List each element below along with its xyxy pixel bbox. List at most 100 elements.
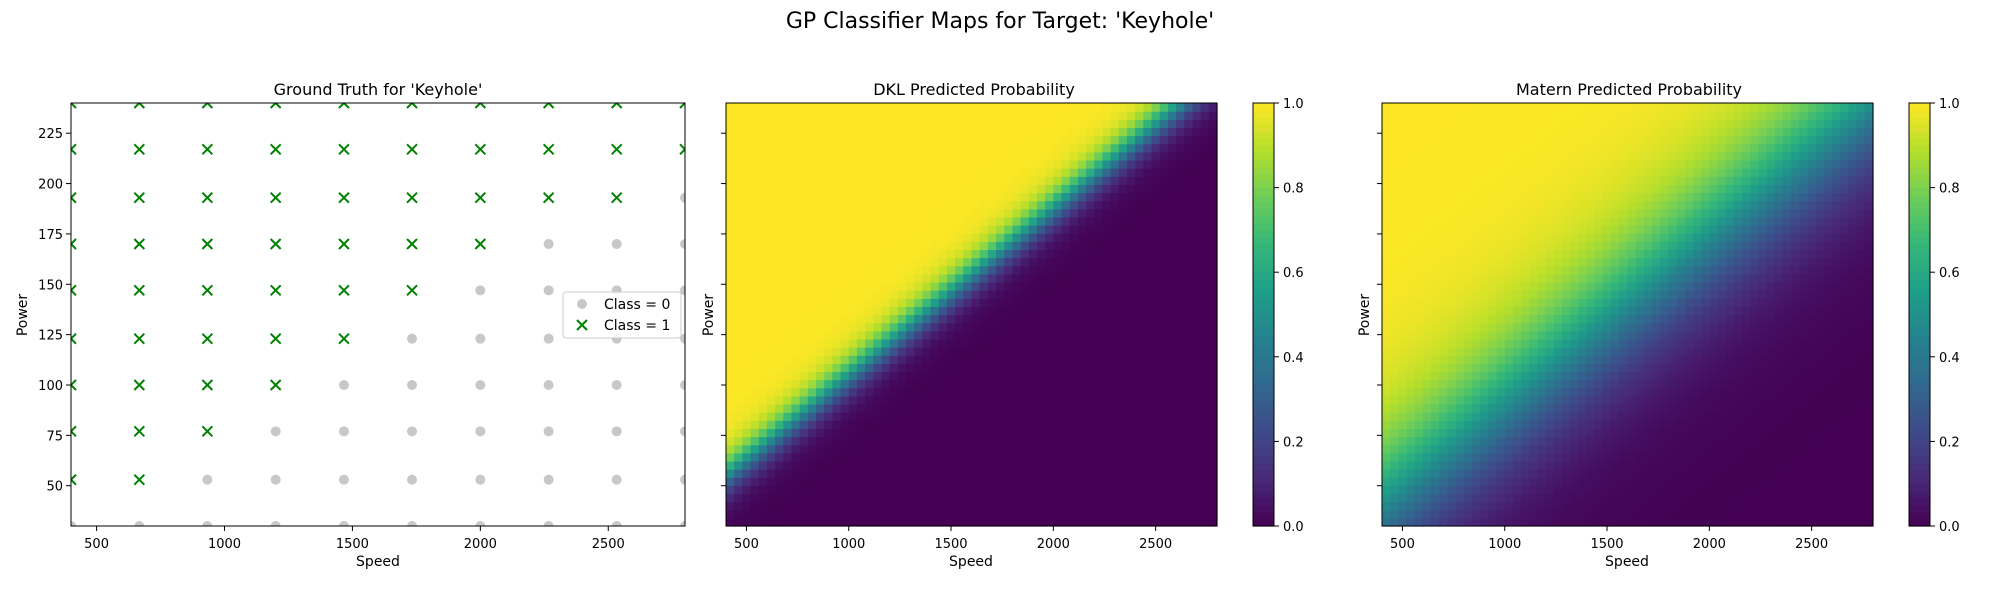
heatmap-cell [1159, 257, 1169, 267]
heatmap-cell [816, 395, 825, 405]
heatmap-cell [1143, 314, 1153, 324]
heatmap-cell [1701, 469, 1710, 478]
heatmap-cell [1184, 387, 1194, 397]
dkl-ylabel: Power [701, 294, 717, 337]
heatmap-cell [922, 379, 932, 389]
heatmap-cell [1823, 306, 1833, 316]
heatmap-cell [1382, 395, 1391, 405]
heatmap-cell [816, 452, 825, 462]
heatmap-cell [881, 216, 891, 226]
heatmap-cell [1135, 208, 1144, 218]
heatmap-cell [1077, 257, 1087, 267]
heatmap-cell [726, 403, 735, 413]
heatmap-cell [750, 216, 760, 226]
heatmap-cell [1848, 314, 1858, 324]
heatmap-cell [783, 493, 793, 503]
heatmap-cell [726, 412, 735, 421]
heatmap-cell [1086, 192, 1095, 202]
y-tick-label: 75 [46, 429, 63, 444]
heatmap-cell [1766, 322, 1776, 332]
heatmap-cell [758, 127, 768, 137]
heatmap-cell [1758, 306, 1768, 316]
heatmap-cell [1480, 403, 1489, 413]
heatmap-cell [881, 428, 891, 438]
heatmap-cell [1176, 363, 1185, 373]
heatmap-cell [1684, 371, 1694, 381]
heatmap-cell [1208, 428, 1218, 438]
heatmap-cell [1840, 379, 1850, 389]
heatmap-cell [1586, 403, 1596, 413]
heatmap-cell [848, 273, 858, 283]
heatmap-cell [914, 428, 923, 438]
heatmap-cell [1619, 501, 1629, 511]
heatmap-cell [865, 485, 874, 495]
heatmap-cell [930, 159, 940, 169]
heatmap-cell [750, 371, 760, 381]
heatmap-cell [922, 306, 932, 316]
heatmap-cell [922, 444, 932, 454]
heatmap-cell [1692, 395, 1702, 405]
heatmap-cell [889, 477, 899, 486]
heatmap-cell [758, 249, 768, 259]
heatmap-cell [1815, 517, 1825, 527]
y-tick-label: 175 [38, 228, 63, 243]
heatmap-cell [946, 249, 956, 259]
heatmap-cell [1832, 509, 1841, 519]
heatmap-cell [1864, 493, 1874, 503]
heatmap-cell [1815, 395, 1825, 405]
heatmap-cell [734, 257, 743, 267]
heatmap-cell [783, 387, 793, 397]
heatmap-cell [1562, 485, 1571, 495]
heatmap-cell [775, 159, 784, 169]
heatmap-cell [734, 306, 743, 316]
heatmap-cell [1496, 347, 1506, 356]
heatmap-cell [1053, 249, 1063, 259]
heatmap-cell [1455, 338, 1465, 348]
heatmap-cell [1512, 501, 1522, 511]
heatmap-cell [1856, 420, 1866, 429]
heatmap-cell [1004, 485, 1014, 495]
heatmap-cell [1602, 517, 1612, 527]
heatmap-cell [906, 436, 915, 446]
heatmap-cell [1143, 257, 1153, 267]
heatmap-cell [1496, 436, 1506, 446]
heatmap-cell [766, 151, 776, 161]
heatmap-cell [1463, 355, 1473, 364]
heatmap-cell [1668, 452, 1678, 462]
class-1-point [133, 425, 146, 438]
heatmap-cell [1110, 216, 1120, 226]
heatmap-cell [1488, 379, 1498, 389]
heatmap-cell [1020, 517, 1030, 527]
heatmap-cell [1110, 192, 1120, 202]
heatmap-cell [1200, 233, 1210, 242]
heatmap-cell [987, 119, 997, 129]
heatmap-cell [1020, 403, 1030, 413]
heatmap-cell [1110, 281, 1120, 291]
heatmap-cell [1611, 395, 1620, 405]
heatmap-cell [1159, 192, 1169, 202]
heatmap-cell [1856, 469, 1866, 478]
heatmap-cell [1431, 517, 1440, 527]
heatmap-cell [1208, 257, 1218, 267]
heatmap-cell [1020, 127, 1030, 137]
heatmap-cell [1200, 330, 1210, 340]
heatmap-cell [1652, 477, 1661, 486]
heatmap-cell [824, 290, 833, 299]
heatmap-cell [1570, 452, 1579, 462]
heatmap-cell [1480, 355, 1489, 364]
heatmap-cell [1512, 420, 1522, 429]
heatmap-cell [1102, 249, 1112, 259]
heatmap-cell [1627, 379, 1637, 389]
heatmap-cell [1151, 233, 1161, 242]
heatmap-cell [1151, 273, 1161, 283]
heatmap-cell [1545, 436, 1555, 446]
heatmap-cell [1856, 363, 1866, 373]
heatmap-cell [1496, 477, 1506, 486]
heatmap-cell [832, 420, 842, 429]
heatmap-cell [1061, 363, 1071, 373]
heatmap-cell [832, 363, 842, 373]
class-1-point [474, 103, 487, 109]
heatmap-cell [1643, 412, 1653, 421]
heatmap-cell [946, 265, 956, 275]
heatmap-cell [1200, 395, 1210, 405]
